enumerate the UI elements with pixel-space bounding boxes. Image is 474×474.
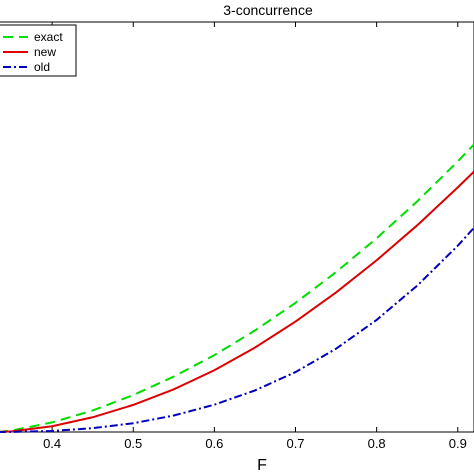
series-line-old [0,227,474,433]
legend-label-old: old [34,60,50,74]
x-tick-label: 0.8 [368,436,386,451]
x-tick-label: 0.6 [205,436,223,451]
x-tick-label: 0.9 [449,436,467,451]
x-axis-label: F [257,457,267,474]
legend-label-new: new [34,45,56,59]
legend-label-exact: exact [34,30,63,44]
x-tick-label: 0.4 [43,436,61,451]
legend-box [0,24,77,77]
plot-frame [0,21,474,433]
chart-title: 3-concurrence [223,2,313,18]
x-axis-ticks: 0.4 0.5 0.6 0.7 0.8 0.9 [43,22,467,451]
x-tick-label: 0.5 [124,436,142,451]
series-layer [0,143,474,433]
series-line-new [0,170,474,433]
x-tick-label: 0.7 [286,436,304,451]
